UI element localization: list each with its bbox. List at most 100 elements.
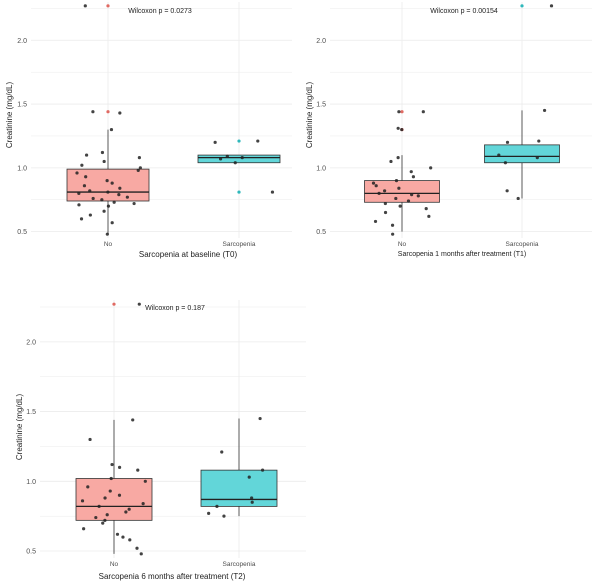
chart-title: Wilcoxon p = 0.0273 [128, 8, 192, 15]
data-point [106, 204, 111, 208]
data-point [250, 496, 254, 500]
data-point [220, 450, 224, 454]
data-point [91, 110, 95, 114]
data-point [117, 193, 121, 197]
y-axis-label: Creatinine (mg/dL) [305, 82, 314, 149]
data-point [84, 153, 89, 157]
data-point [411, 175, 415, 179]
data-point [80, 163, 84, 167]
data-point [215, 504, 219, 508]
box-iqr [200, 469, 278, 507]
data-point [139, 552, 143, 556]
x-tick-label-no: No [398, 241, 407, 248]
data-point [394, 196, 398, 201]
data-point [124, 510, 128, 514]
outlier-point [237, 139, 241, 143]
data-point [141, 502, 145, 506]
data-point [117, 465, 122, 469]
x-axis-label: Sarcopenia 6 months after treatment (T2) [99, 572, 246, 581]
data-point [105, 178, 109, 183]
data-point [396, 156, 400, 160]
points-no [75, 4, 142, 236]
data-point [143, 479, 147, 483]
data-point [102, 209, 106, 213]
data-point [127, 507, 131, 511]
box-iqr [197, 154, 281, 164]
data-point [110, 221, 114, 225]
points-no [80, 302, 147, 556]
data-point [374, 184, 378, 188]
x-axis-label: Sarcopenia 1 months after treatment (T1) [398, 251, 526, 258]
data-point [373, 219, 378, 224]
gridlines [31, 2, 292, 238]
data-point [109, 127, 114, 132]
data-point [260, 468, 265, 472]
y-axis-label: Creatinine (mg/dL) [15, 394, 24, 461]
data-point [88, 437, 92, 442]
data-point [377, 191, 381, 195]
box-sarcopenia [484, 4, 560, 199]
data-point [424, 207, 428, 211]
data-point [542, 108, 547, 113]
data-point [101, 521, 105, 525]
data-point [77, 203, 81, 207]
data-point [537, 139, 541, 143]
data-point [88, 189, 92, 193]
data-point [121, 535, 125, 539]
data-point [389, 159, 393, 164]
data-point [137, 302, 141, 306]
data-point [86, 485, 90, 489]
data-point [222, 514, 226, 518]
data-point [535, 156, 539, 160]
data-point [394, 178, 399, 183]
data-point [416, 194, 420, 198]
data-point [105, 513, 109, 517]
data-point [118, 186, 122, 190]
box-sarcopenia [200, 418, 278, 517]
data-point [383, 189, 387, 193]
data-point [397, 110, 401, 114]
data-point [91, 196, 95, 201]
data-point [112, 200, 116, 204]
data-point [110, 462, 114, 467]
data-point [505, 140, 510, 144]
data-point [247, 475, 251, 479]
y-tick-label: 1.5 [17, 102, 27, 109]
data-point [117, 493, 122, 497]
data-point [258, 416, 262, 421]
data-point [100, 198, 104, 202]
data-point [88, 213, 92, 217]
data-point [225, 154, 229, 158]
data-point [497, 153, 501, 157]
data-point [505, 189, 509, 193]
outlier-point [106, 110, 110, 114]
data-point [110, 181, 114, 185]
data-point [125, 195, 129, 199]
data-point [421, 110, 425, 114]
data-point [429, 166, 433, 170]
data-point [82, 527, 86, 531]
data-point [390, 223, 395, 227]
y-tick-label: 1.5 [26, 409, 36, 416]
data-point [100, 150, 105, 155]
data-point [75, 171, 79, 175]
outlier-point [106, 4, 110, 8]
data-point [138, 166, 142, 170]
data-point [77, 191, 81, 195]
box-sarcopenia [197, 139, 281, 194]
data-point [391, 232, 395, 236]
data-point [256, 139, 260, 143]
data-point [383, 210, 388, 215]
box-no [75, 302, 153, 554]
data-point [207, 511, 211, 515]
data-point [409, 170, 413, 174]
chart-title: Wilcoxon p = 0.187 [145, 305, 205, 312]
x-tick-label-no: No [110, 561, 119, 568]
x-tick-label-sarcopenia: Sarcopenia [223, 561, 256, 568]
data-point [250, 500, 254, 504]
data-point [516, 196, 520, 201]
chart-title: Wilcoxon p = 0.00154 [430, 8, 498, 15]
data-point [109, 476, 113, 481]
data-point [103, 496, 107, 500]
box-no [364, 110, 440, 232]
